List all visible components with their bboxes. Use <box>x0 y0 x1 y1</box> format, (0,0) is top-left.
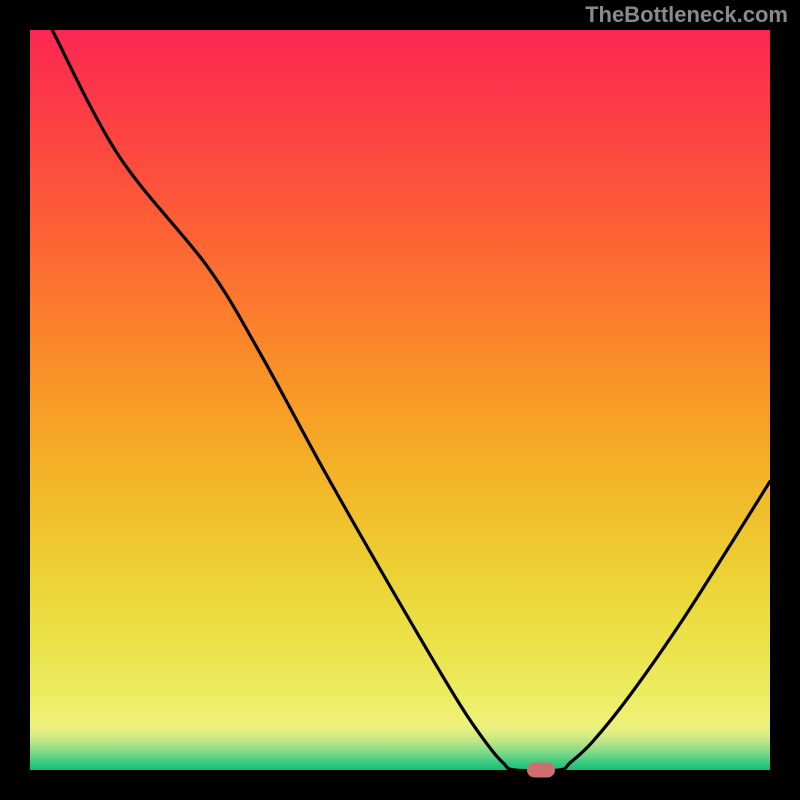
plot-area <box>30 30 770 770</box>
optimal-point-marker <box>527 763 555 778</box>
plot-svg <box>30 30 770 770</box>
gradient-background <box>30 30 770 770</box>
watermark-label: TheBottleneck.com <box>585 2 788 28</box>
chart-frame: TheBottleneck.com <box>0 0 800 800</box>
